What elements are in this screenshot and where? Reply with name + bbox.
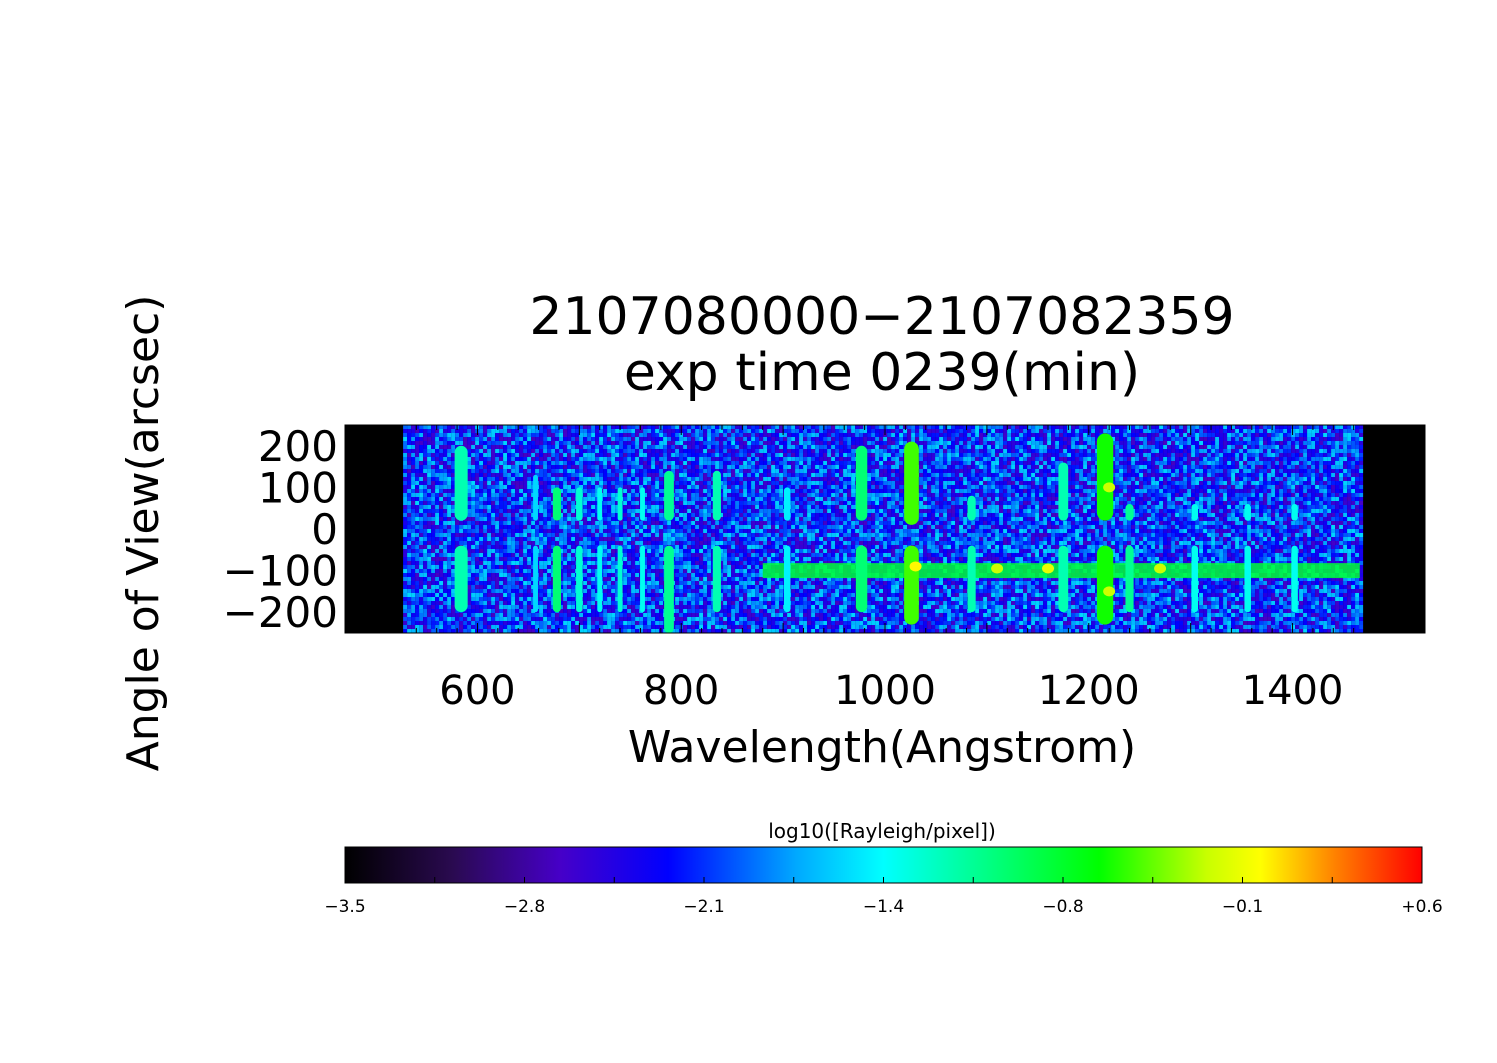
- emission-line: [640, 487, 645, 612]
- emission-line: [553, 487, 561, 612]
- emission-line: [576, 487, 583, 612]
- bright-spot: [991, 564, 1003, 574]
- bright-spot: [1103, 586, 1115, 596]
- detector-noise: [403, 425, 1363, 633]
- y-tick-label: −200: [223, 588, 338, 637]
- colorbar-tick-label: −3.5: [324, 897, 365, 917]
- x-tick-label: 1000: [834, 668, 936, 714]
- y-axis-label: Angle of View(arcsec): [118, 295, 169, 772]
- x-tick-label: 1200: [1038, 668, 1140, 714]
- colorbar-tick-label: −2.8: [504, 897, 545, 917]
- colorbar-tick-label: −0.8: [1042, 897, 1083, 917]
- emission-line: [597, 487, 602, 612]
- x-tick-label: 800: [643, 668, 719, 714]
- emission-line: [664, 471, 674, 633]
- chart-title-line-2: exp time 0239(min): [624, 343, 1140, 403]
- heatmap-layer: [403, 425, 1363, 633]
- emission-line: [618, 487, 623, 612]
- bright-spot: [1103, 482, 1115, 492]
- colorbar-tick-label: −1.4: [863, 897, 904, 917]
- colorbar-label: log10([Rayleigh/pixel]): [768, 819, 996, 843]
- emission-line: [784, 487, 791, 612]
- x-axis-label: Wavelength(Angstrom): [628, 722, 1136, 773]
- bright-spot: [910, 561, 922, 571]
- colorbar-tick-label: −2.1: [683, 897, 724, 917]
- bright-spot: [1042, 564, 1054, 574]
- bright-spot: [1154, 564, 1166, 574]
- plot-area: [345, 425, 1425, 633]
- x-tick-label: 1400: [1242, 668, 1344, 714]
- colorbar-tick-label: +0.6: [1401, 897, 1442, 917]
- colorbar-tick-label: −0.1: [1222, 897, 1263, 917]
- x-tick-label: 600: [439, 668, 515, 714]
- emission-line: [968, 496, 976, 612]
- chart-title-line-1: 2107080000−2107082359: [529, 287, 1234, 347]
